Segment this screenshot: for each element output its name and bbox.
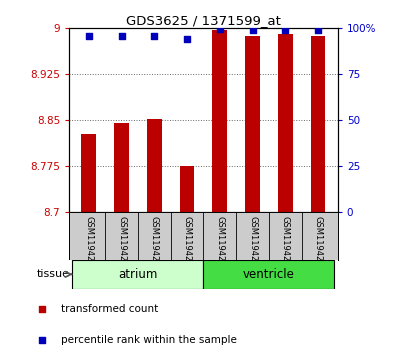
Bar: [311, 36, 325, 212]
Text: percentile rank within the sample: percentile rank within the sample: [61, 335, 237, 346]
Point: [118, 33, 125, 39]
Bar: [203, 260, 335, 289]
Point: [315, 27, 321, 33]
Point: [86, 33, 92, 39]
Text: GSM119427: GSM119427: [248, 216, 257, 267]
Text: GSM119424: GSM119424: [150, 216, 159, 267]
Bar: [81, 134, 96, 212]
Text: GSM119423: GSM119423: [117, 216, 126, 267]
Point: [216, 27, 223, 32]
Bar: [114, 124, 129, 212]
Point: [39, 338, 45, 343]
Bar: [245, 36, 260, 212]
Title: GDS3625 / 1371599_at: GDS3625 / 1371599_at: [126, 14, 281, 27]
Text: GSM119425: GSM119425: [182, 216, 192, 267]
Text: GSM119428: GSM119428: [281, 216, 290, 267]
Text: GSM119426: GSM119426: [215, 216, 224, 267]
Point: [39, 307, 45, 312]
Text: tissue: tissue: [37, 269, 70, 279]
Text: ventricle: ventricle: [243, 268, 295, 281]
Bar: [72, 260, 203, 289]
Text: atrium: atrium: [118, 268, 158, 281]
Text: GSM119429: GSM119429: [314, 216, 323, 267]
Bar: [180, 166, 194, 212]
Text: GSM119422: GSM119422: [84, 216, 93, 267]
Point: [184, 36, 190, 42]
Text: transformed count: transformed count: [61, 304, 158, 314]
Bar: [213, 29, 227, 212]
Bar: [147, 119, 162, 212]
Point: [151, 33, 158, 39]
Point: [249, 27, 256, 33]
Point: [282, 27, 288, 33]
Bar: [278, 34, 293, 212]
